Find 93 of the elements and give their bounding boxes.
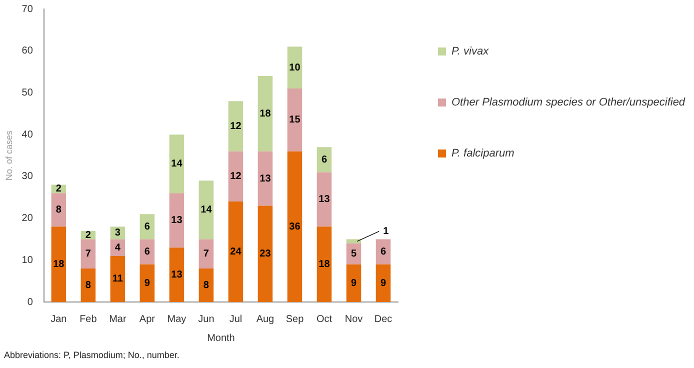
y-tick-label: 60 [22, 46, 34, 57]
bar [51, 193, 66, 227]
data-label: 8 [203, 280, 210, 292]
bar [258, 76, 273, 152]
data-label: 18 [53, 259, 65, 270]
data-label: 1 [383, 226, 390, 238]
y-tick-label: 40 [22, 129, 34, 140]
data-label: 4 [114, 242, 121, 254]
data-label: 13 [171, 215, 183, 226]
bar [110, 239, 126, 256]
bar [258, 206, 273, 302]
bar [228, 101, 244, 152]
data-label: 13 [171, 270, 183, 281]
bar [376, 239, 391, 264]
bar [140, 264, 155, 302]
data-label: 13 [318, 194, 330, 206]
data-label: 14 [171, 158, 183, 170]
x-tick-label: May [167, 314, 186, 325]
data-label: 7 [85, 248, 92, 260]
x-tick-label: Jan [50, 314, 67, 325]
data-label: 3 [114, 228, 121, 239]
x-tick-label: Apr [139, 314, 156, 325]
data-label: 18 [260, 108, 272, 120]
data-label: 13 [260, 173, 272, 184]
bar [169, 134, 184, 194]
data-label: 11 [112, 274, 124, 285]
bar [80, 268, 96, 302]
data-label: 9 [350, 278, 357, 289]
x-tick-label: Mar [109, 314, 127, 325]
data-label: 9 [380, 278, 386, 289]
data-label: 12 [230, 120, 242, 132]
x-tick-label: Feb [80, 314, 98, 325]
bar [287, 151, 302, 302]
data-label: 6 [144, 246, 150, 258]
data-label: 18 [318, 259, 330, 270]
x-tick-label: Oct [316, 314, 332, 325]
bar [140, 214, 155, 240]
x-tick-label: Aug [256, 314, 274, 325]
x-tick-label: Jul [229, 314, 242, 325]
data-label: 36 [289, 221, 301, 232]
text: Abbreviations: P, Plasmodium; No., number. [4, 350, 180, 360]
data-label: 5 [350, 248, 357, 260]
bar [287, 46, 302, 89]
data-label: 6 [144, 221, 150, 232]
bar [346, 264, 362, 302]
data-label: 8 [56, 204, 62, 216]
bar [198, 268, 214, 302]
data-label: 10 [289, 62, 301, 74]
y-axis-title: No. of cases [4, 130, 14, 181]
bar [80, 239, 96, 269]
bar [198, 180, 214, 240]
data-label: 15 [289, 114, 301, 126]
y-tick-label: 10 [22, 254, 34, 266]
bar [110, 256, 126, 302]
y-tick-label: 50 [22, 87, 34, 98]
x-tick-label: Nov [344, 314, 363, 325]
data-label: 6 [380, 246, 386, 258]
bar [316, 172, 332, 227]
bar [169, 193, 184, 248]
data-label: 23 [260, 248, 272, 260]
data-label: 8 [85, 280, 92, 292]
bar [287, 88, 302, 152]
bar [228, 151, 244, 202]
bar [198, 239, 214, 269]
data-label: 12 [230, 171, 242, 182]
bar [346, 243, 362, 264]
x-tick-label: Sep [286, 314, 304, 325]
data-label: 9 [144, 278, 150, 289]
x-axis-title: Month [207, 332, 235, 344]
x-tick-label: Jun [198, 314, 214, 325]
bar [140, 239, 155, 264]
bar [376, 264, 391, 302]
y-tick-label: 0 [27, 296, 34, 308]
y-tick-label: 30 [22, 171, 34, 182]
data-label: 6 [321, 154, 328, 166]
data-label: 7 [203, 248, 210, 260]
bar [51, 226, 66, 302]
bar [228, 202, 244, 302]
x-tick-label: Dec [374, 314, 392, 325]
y-tick-label: 20 [22, 213, 34, 224]
bar [316, 226, 332, 302]
data-label: 2 [85, 230, 92, 241]
bar [258, 151, 273, 206]
data-label: 2 [56, 184, 62, 195]
bar [316, 147, 332, 172]
bar [346, 239, 362, 244]
data-label: 24 [230, 246, 242, 258]
data-label: 14 [200, 204, 212, 216]
bar [169, 248, 184, 302]
legend-label: P. vivax [452, 46, 490, 58]
legend-label: Other Plasmodium species or Other/unspecified [452, 96, 686, 109]
y-tick-label: 70 [22, 4, 34, 15]
legend-label: P. falciparum [452, 148, 514, 160]
